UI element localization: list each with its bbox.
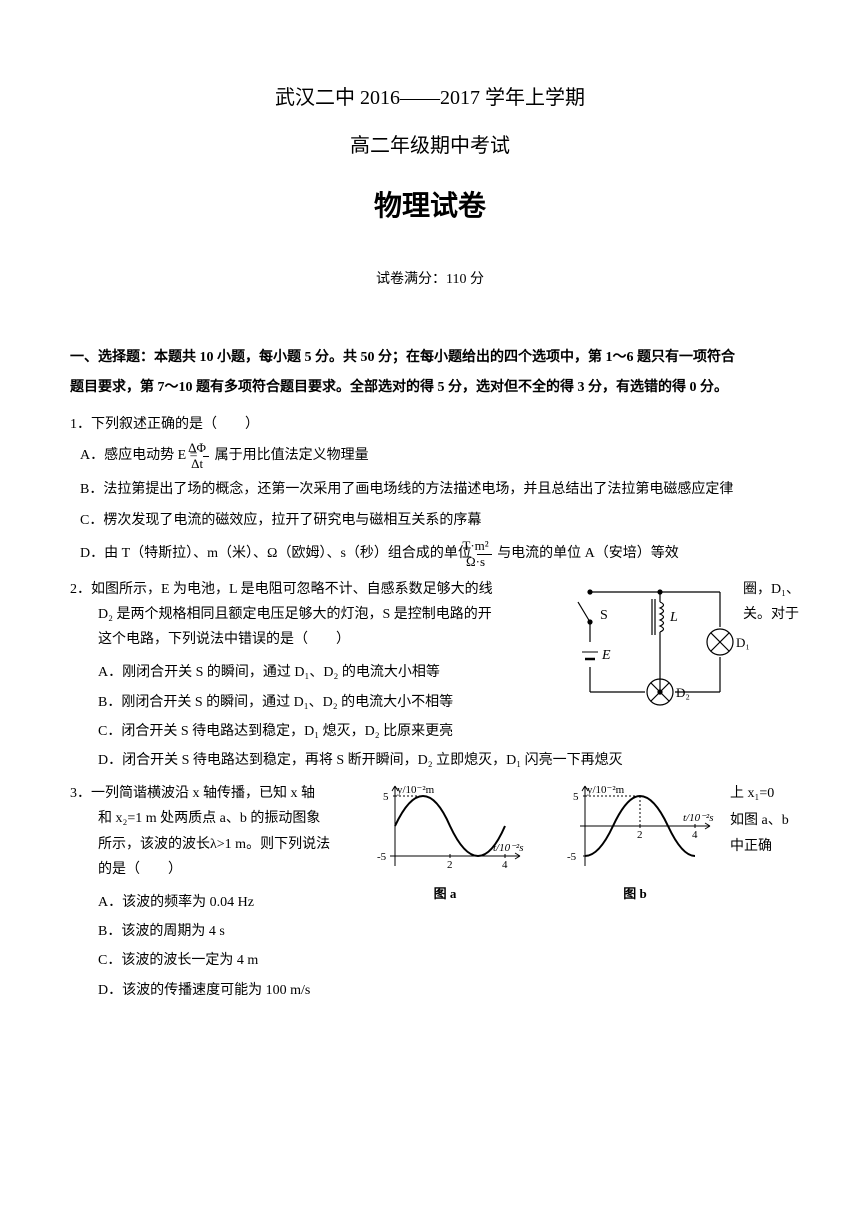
q2-stem-l3: 这个电路，下列说法中错误的是（ ） — [70, 632, 350, 647]
section-header-line1: 一、选择题：本题共 10 小题，每小题 5 分。共 50 分；在每小题给出的四个… — [70, 350, 735, 365]
graph-a-x2: 2 — [447, 859, 453, 871]
q3-option-b: B．该波的周期为 4 s — [70, 919, 790, 944]
circuit-label-d2: D₂ — [676, 685, 690, 700]
q3-tail-2: 如图 a、b — [730, 808, 790, 835]
q1-stem: 1．下列叙述正确的是（ ） — [70, 412, 790, 437]
graph-a-xlabel: t/10⁻²s — [493, 842, 524, 854]
graph-b-ylabel: y/10⁻²m — [587, 784, 625, 796]
q3-stem-l1: 3．一列简谐横波沿 x 轴传播，已知 x 轴 — [70, 781, 350, 806]
q3-stem-l3: 所示，该波的波长λ>1 m。则下列说法 — [70, 832, 350, 857]
question-2: 2．如图所示，E 为电池，L 是电阻可忽略不计、自感系数足够大的线 D₂ 是两个… — [70, 577, 790, 773]
q1a-den: Δt — [203, 457, 209, 471]
q2-stem: 2．如图所示，E 为电池，L 是电阻可忽略不计、自感系数足够大的线 D₂ 是两个… — [70, 577, 540, 653]
q3-option-c: C．该波的波长一定为 4 m — [70, 948, 790, 973]
q1d-fraction: T·m²Ω·s — [477, 539, 491, 569]
q2-tail-1: 圈，D₁、 — [743, 577, 800, 602]
q2-circuit-diagram: S E L D₁ D₂ — [570, 577, 750, 707]
q3-tail-1: 上 x₁=0 — [730, 781, 790, 808]
graph-b-y5: 5 — [573, 791, 579, 803]
q3-option-d: D．该波的传播速度可能为 100 m/s — [70, 978, 790, 1003]
q2-tail-2: 关。对于 — [743, 602, 800, 627]
q1d-post: 与电流的单位 A（安培）等效 — [497, 546, 679, 561]
graph-a-y5: 5 — [383, 791, 389, 803]
q1-option-a: A．感应电动势 E = ΔΦΔt 属于用比值法定义物理量 — [70, 441, 790, 471]
graph-b-x4: 4 — [692, 829, 698, 841]
q1d-num: T·m² — [477, 539, 491, 554]
q2-stem-l2: D₂ 是两个规格相同且额定电压足够大的灯泡，S 是控制电路的开 — [70, 607, 492, 622]
graph-b-x2: 2 — [637, 829, 643, 841]
q1a-pre: A．感应电动势 — [80, 448, 174, 463]
q1-option-b: B．法拉第提出了场的概念，还第一次采用了画电场线的方法描述电场，并且总结出了法拉… — [70, 477, 790, 502]
q3-graph-a: y/10⁻²m 5 -5 2 4 t/10⁻²s 图 a — [365, 781, 525, 906]
school-year-title: 武汉二中 2016——2017 学年上学期 — [70, 80, 790, 116]
q2-option-c: C．闭合开关 S 待电路达到稳定，D₁ 熄灭，D₂ 比原来更亮 — [70, 719, 790, 744]
graph-a-ylabel: y/10⁻²m — [397, 784, 435, 796]
circuit-label-s: S — [600, 608, 608, 623]
q1-option-d: D．由 T（特斯拉）、m（米）、Ω（欧姆）、s（秒）组合成的单位 T·m²Ω·s… — [70, 539, 790, 569]
q1a-num: ΔΦ — [203, 441, 209, 456]
question-3: 3．一列简谐横波沿 x 轴传播，已知 x 轴 和 x₂=1 m 处两质点 a、b… — [70, 781, 790, 1003]
q1a-post: 属于用比值法定义物理量 — [215, 448, 369, 463]
full-score-text: 试卷满分：110 分 — [70, 267, 790, 292]
q1-option-c: C．楞次发现了电流的磁效应，拉开了研究电与磁相互关系的序幕 — [70, 508, 790, 533]
q1a-fraction: ΔΦΔt — [203, 441, 209, 471]
graph-b-yneg5: -5 — [567, 851, 577, 863]
q1d-den: Ω·s — [477, 555, 491, 569]
circuit-label-e: E — [601, 648, 611, 663]
graph-a-yneg5: -5 — [377, 851, 387, 863]
subject-title: 物理试卷 — [70, 182, 790, 232]
q3-graph-b: y/10⁻²m 5 -5 2 4 t/10⁻²s 图 b — [555, 781, 715, 906]
graph-a-caption: 图 a — [365, 882, 525, 905]
q3-stem-l4: 的是（ ） — [70, 857, 350, 882]
section-header: 一、选择题：本题共 10 小题，每小题 5 分。共 50 分；在每小题给出的四个… — [70, 343, 790, 405]
graph-b-xlabel: t/10⁻²s — [683, 812, 714, 824]
q3-tail-3: 中正确 — [730, 834, 790, 861]
q3-stem-l2: 和 x₂=1 m 处两质点 a、b 的振动图象 — [70, 806, 350, 831]
section-header-line2: 题目要求，第 7～10 题有多项符合题目要求。全部选对的得 5 分，选对但不全的… — [70, 380, 728, 395]
q2-stem-l1: 2．如图所示，E 为电池，L 是电阻可忽略不计、自感系数足够大的线 — [70, 582, 493, 597]
q1d-pre: D．由 T（特斯拉）、m（米）、Ω（欧姆）、s（秒）组合成的单位 — [80, 546, 472, 561]
question-1: 1．下列叙述正确的是（ ） A．感应电动势 E = ΔΦΔt 属于用比值法定义物… — [70, 412, 790, 569]
circuit-label-d1: D₁ — [736, 635, 750, 650]
graph-a-x4: 4 — [502, 859, 508, 871]
circuit-label-l: L — [669, 610, 678, 625]
grade-exam-title: 高二年级期中考试 — [70, 128, 790, 164]
q2-option-d: D．闭合开关 S 待电路达到稳定，再将 S 断开瞬间，D₂ 立即熄灭，D₁ 闪亮… — [70, 748, 790, 773]
graph-b-caption: 图 b — [555, 882, 715, 905]
